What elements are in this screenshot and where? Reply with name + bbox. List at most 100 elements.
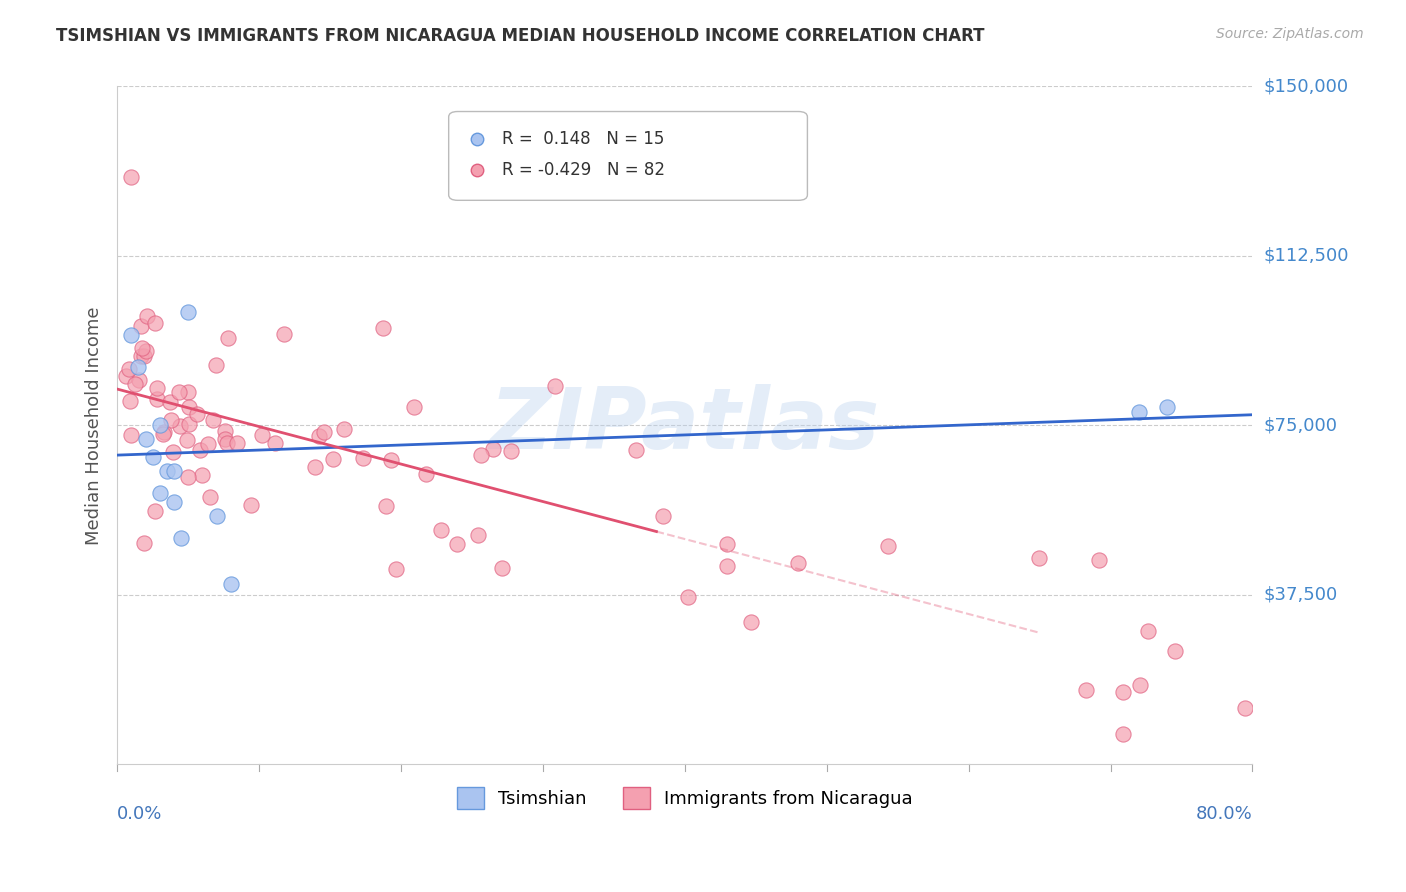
Point: [160, 413, 183, 427]
Point: [240, 498, 263, 512]
Point: [179, 417, 201, 431]
Point: [142, 450, 165, 464]
Point: [651, 509, 673, 524]
Point: [177, 305, 200, 319]
Text: R =  0.148   N = 15: R = 0.148 N = 15: [502, 129, 665, 148]
Text: 80.0%: 80.0%: [1195, 805, 1253, 823]
Point: [120, 394, 142, 409]
Point: [162, 444, 184, 458]
Text: $150,000: $150,000: [1264, 78, 1348, 95]
Point: [131, 341, 153, 355]
Point: [308, 428, 330, 442]
Point: [214, 432, 236, 446]
Point: [135, 344, 157, 359]
Point: [304, 459, 326, 474]
Point: [1087, 552, 1109, 566]
Point: [470, 448, 492, 462]
Y-axis label: Median Household Income: Median Household Income: [86, 306, 103, 545]
Point: [145, 392, 167, 406]
Point: [177, 385, 200, 400]
Point: [250, 427, 273, 442]
Point: [1112, 727, 1135, 741]
Point: [1156, 401, 1178, 415]
Point: [159, 395, 181, 409]
Point: [467, 528, 489, 542]
Point: [215, 436, 238, 450]
Point: [415, 467, 437, 482]
Text: $112,500: $112,500: [1264, 247, 1350, 265]
Text: TSIMSHIAN VS IMMIGRANTS FROM NICARAGUA MEDIAN HOUSEHOLD INCOME CORRELATION CHART: TSIMSHIAN VS IMMIGRANTS FROM NICARAGUA M…: [56, 27, 984, 45]
Point: [1136, 624, 1159, 638]
Point: [156, 464, 179, 478]
Point: [352, 450, 374, 465]
Point: [402, 401, 425, 415]
Point: [145, 316, 167, 330]
Point: [1164, 644, 1187, 658]
Text: Source: ZipAtlas.com: Source: ZipAtlas.com: [1216, 27, 1364, 41]
Point: [205, 358, 228, 372]
Point: [332, 422, 354, 436]
Point: [163, 495, 186, 509]
Point: [1233, 701, 1256, 715]
Point: [167, 384, 190, 399]
Point: [205, 508, 228, 523]
Point: [225, 435, 247, 450]
Point: [152, 426, 174, 441]
Point: [169, 419, 191, 434]
Text: $37,500: $37,500: [1264, 586, 1339, 604]
Point: [273, 326, 295, 341]
Point: [149, 418, 172, 433]
Point: [624, 442, 647, 457]
Point: [132, 535, 155, 549]
Point: [1111, 685, 1133, 699]
Point: [374, 499, 396, 513]
Point: [129, 349, 152, 363]
Point: [201, 413, 224, 427]
Point: [501, 444, 523, 458]
FancyBboxPatch shape: [449, 112, 807, 201]
Point: [129, 319, 152, 334]
Point: [143, 504, 166, 518]
Point: [217, 331, 239, 345]
Point: [1129, 678, 1152, 692]
Point: [446, 536, 468, 550]
Point: [322, 452, 344, 467]
Point: [191, 468, 214, 483]
Point: [163, 464, 186, 478]
Point: [176, 434, 198, 448]
Point: [177, 400, 200, 414]
Point: [740, 615, 762, 629]
Point: [149, 486, 172, 500]
Point: [380, 453, 402, 467]
Point: [214, 425, 236, 439]
Point: [115, 369, 138, 384]
Point: [128, 373, 150, 387]
Text: ZIPatlas: ZIPatlas: [489, 384, 880, 467]
Point: [482, 442, 505, 456]
Point: [153, 425, 176, 439]
Point: [124, 377, 146, 392]
Point: [877, 539, 900, 553]
Point: [1028, 550, 1050, 565]
Point: [716, 559, 738, 574]
Point: [127, 359, 149, 374]
Point: [186, 407, 208, 421]
Point: [120, 428, 142, 442]
Point: [312, 425, 335, 440]
Point: [786, 557, 808, 571]
Point: [491, 561, 513, 575]
Point: [676, 590, 699, 604]
Text: 0.0%: 0.0%: [117, 805, 163, 823]
Legend: Tsimshian, Immigrants from Nicaragua: Tsimshian, Immigrants from Nicaragua: [450, 780, 920, 816]
Point: [544, 379, 567, 393]
Text: $75,000: $75,000: [1264, 417, 1337, 434]
Point: [371, 321, 394, 335]
Point: [200, 490, 222, 504]
Point: [1128, 405, 1150, 419]
Point: [120, 169, 142, 184]
Point: [1074, 683, 1097, 698]
Point: [263, 435, 285, 450]
Point: [118, 362, 141, 376]
Text: R = -0.429   N = 82: R = -0.429 N = 82: [502, 161, 665, 178]
Point: [197, 437, 219, 451]
